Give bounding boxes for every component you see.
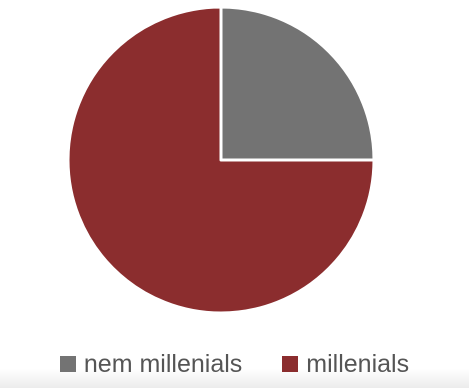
- pie-chart: [66, 5, 376, 315]
- legend-swatch-millenials: [282, 356, 299, 372]
- pie-chart-area: [66, 5, 376, 315]
- legend-label-millenials: millenials: [306, 349, 410, 378]
- pie-slice-nem-millenials: [219, 5, 376, 162]
- legend-item-millenials: millenials: [282, 350, 409, 379]
- legend-item-nem-millenials: nem millenials: [59, 349, 243, 379]
- pie-slice-millenials: [66, 5, 376, 315]
- legend-label-nem-millenials: nem millenials: [83, 349, 243, 378]
- chart-legend: nem millenials millenials: [0, 340, 469, 388]
- legend-swatch-nem-millenials: [59, 356, 76, 372]
